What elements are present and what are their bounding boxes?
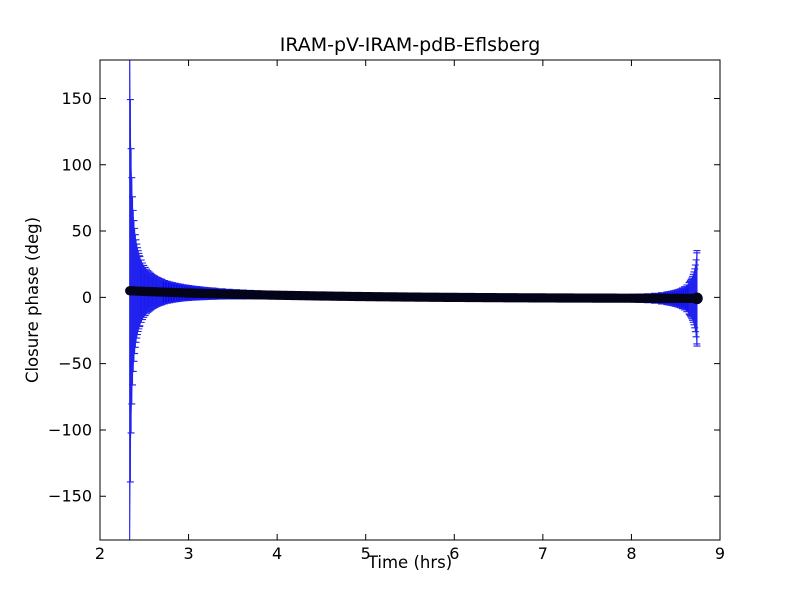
data-marker-band [125, 286, 702, 303]
data-end-point [691, 292, 703, 305]
y-tick-label: −100 [48, 420, 92, 439]
chart-title: IRAM-pV-IRAM-pdB-Eflsberg [280, 34, 541, 56]
y-tick-label: 0 [82, 288, 92, 307]
y-tick-label: −150 [48, 487, 92, 506]
y-tick-label: 50 [72, 222, 92, 241]
x-tick-label: 8 [626, 544, 636, 563]
x-axis-label: Time (hrs) [367, 553, 452, 572]
tick-label-layer: 2 3 4 5 6 7 8 9 −150 −100 −50 0 50 100 150 [48, 89, 725, 563]
y-tick-label: −50 [58, 354, 92, 373]
x-tick-label: 4 [272, 544, 282, 563]
axes-frame [99, 59, 721, 541]
data-layer [125, 60, 703, 540]
x-tick-label: 2 [95, 544, 105, 563]
y-axis-label: Closure phase (deg) [23, 217, 42, 383]
x-tick-label: 9 [715, 544, 725, 563]
x-tick-label: 3 [183, 544, 193, 563]
y-tick-label: 100 [61, 155, 92, 174]
axes-layer [99, 59, 721, 541]
y-tick-label: 150 [61, 89, 92, 108]
x-tick-label: 5 [361, 544, 371, 563]
x-tick-label: 7 [538, 544, 548, 563]
tick-marks [99, 60, 721, 540]
x-tick-label: 6 [449, 544, 459, 563]
